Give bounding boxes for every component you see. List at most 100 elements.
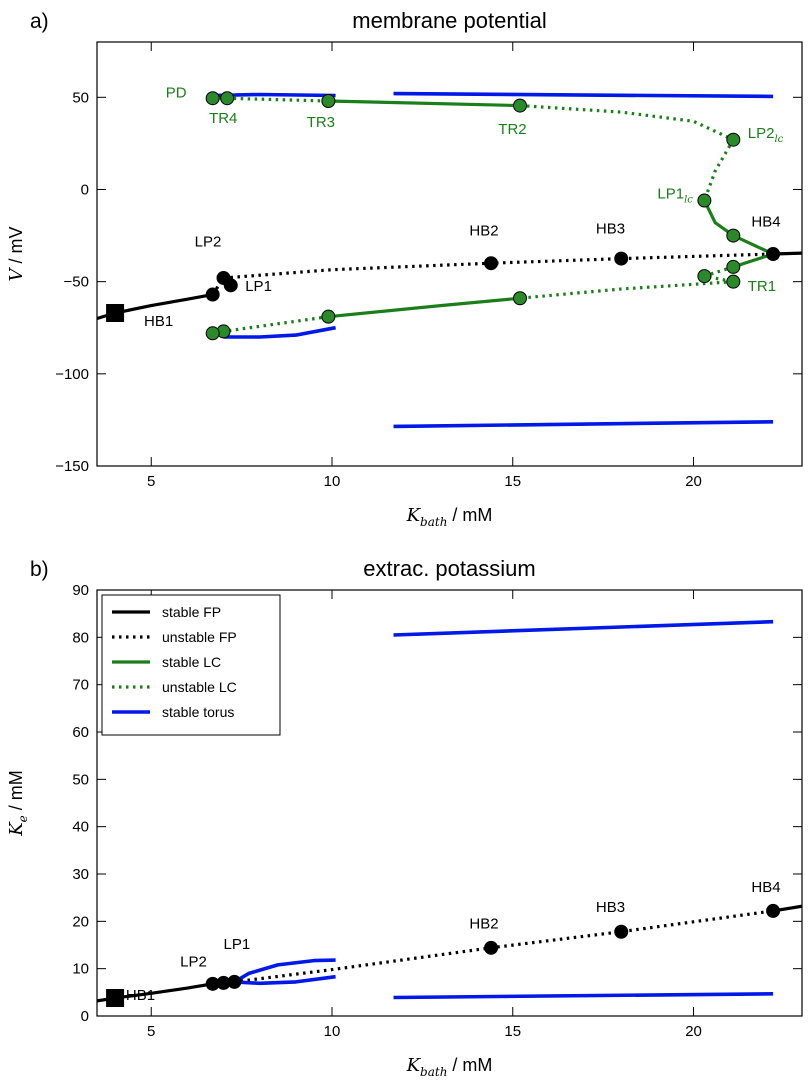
lc-bifurcation-point: [726, 259, 741, 274]
legend-entry-label: unstable FP: [162, 629, 237, 645]
lc-bifurcation-point: [321, 93, 336, 108]
annotation-text: HB4: [751, 879, 780, 896]
annotation-text: TR3: [307, 114, 335, 131]
lc-bifurcation-point: [513, 291, 527, 306]
legend: stable FP unstable FP stable LC unstable LC…: [101, 594, 281, 736]
x-axis-subscript: bath: [420, 515, 447, 529]
x-axis-unit: / mM: [447, 505, 492, 525]
annotation-subscript: lc: [684, 195, 693, 206]
annotation-label: TR3: [307, 114, 335, 131]
panel-extracellular-potassium: b) extrac. potassium 5 10 15 20 0 10 20 30 40 50 60 7…: [6, 556, 803, 1079]
y-axis-subscript: e: [16, 815, 30, 822]
lc-bifurcation-point: [726, 228, 741, 243]
lc-bifurcation-point: [220, 91, 235, 106]
legend-entry-label: unstable LC: [162, 679, 237, 695]
x-tick-label: 20: [685, 473, 702, 490]
annotation-label: LP1: [224, 936, 251, 953]
series-stable-torus: [393, 91, 774, 99]
annotation-label: TR2: [498, 121, 526, 138]
y-tick-label: 30: [72, 866, 89, 883]
series-stable-torus: [233, 958, 336, 984]
series-stable-torus: [223, 325, 336, 339]
x-tick-label: 10: [324, 1023, 341, 1040]
annotation-text: TR2: [498, 121, 526, 138]
x-tick-label: 10: [324, 473, 341, 490]
start-point-marker: [106, 303, 125, 322]
x-tick-label: 5: [147, 1023, 155, 1040]
series-stable-torus: [234, 974, 336, 986]
annotation-text: LP1: [224, 936, 251, 953]
annotation-text: HB2: [469, 223, 498, 240]
x-axis-label: Kbath / mM: [406, 505, 493, 529]
annotation-label: LP2: [195, 234, 222, 251]
y-tick-label: 90: [72, 582, 89, 599]
y-tick-label: 0: [81, 1008, 89, 1025]
annotation-text: LP1: [657, 186, 684, 203]
panel-label: a): [30, 10, 49, 33]
annotation-text: HB1: [126, 987, 155, 1004]
y-tick-label: 70: [72, 677, 89, 694]
annotation-text: LP2: [180, 953, 207, 970]
fp-bifurcation-point: [766, 903, 781, 918]
axes-frame: [96, 41, 803, 467]
y-tick-label: 40: [72, 819, 89, 836]
annotation-label: HB4: [751, 879, 780, 896]
lc-bifurcation-point: [726, 274, 741, 289]
annotation-text: HB4: [751, 213, 780, 230]
y-tick-label: 50: [72, 771, 89, 788]
annotation-label: LP2: [180, 953, 207, 970]
x-tick-label: 20: [685, 1023, 702, 1040]
y-tick-label: −50: [64, 274, 89, 291]
start-point-marker: [106, 989, 125, 1008]
annotation-text: TR1: [748, 278, 776, 295]
annotation-label: TR4: [209, 110, 237, 127]
annotation-text: HB3: [596, 899, 625, 916]
fp-bifurcation-point: [614, 251, 629, 266]
legend-entry-label: stable torus: [162, 704, 234, 720]
annotation-label: HB2: [469, 915, 498, 932]
panel-membrane-potential: a) membrane potential 5 10 15 20 −150 −100 −50 0 5…: [6, 8, 803, 529]
annotation-label: PD: [166, 84, 187, 101]
x-tick-label: 15: [504, 1023, 521, 1040]
y-tick-label: 20: [72, 913, 89, 930]
y-axis-unit: / mV: [6, 226, 26, 268]
fp-bifurcation-point: [766, 247, 781, 261]
annotation-label: HB4: [751, 213, 780, 230]
y-tick-label: −100: [55, 366, 89, 383]
y-axis-symbol: K: [6, 821, 27, 837]
annotation-label: HB2: [469, 223, 498, 240]
series-unstable-lc: [702, 138, 735, 202]
annotation-subscript: lc: [774, 134, 783, 145]
y-tick-label: 80: [72, 629, 89, 646]
y-tick-label: 50: [72, 89, 89, 106]
annotation-label: LP2lc: [748, 125, 784, 145]
y-tick-label: 60: [72, 724, 89, 741]
annotation-label: HB3: [596, 899, 625, 916]
series-unstable-lc: [519, 104, 734, 142]
y-tick-label: 0: [81, 181, 89, 198]
series-stable-torus: [393, 420, 774, 429]
lc-bifurcation-point: [321, 309, 336, 324]
lc-bifurcation-point: [513, 98, 527, 113]
series-stable-lc: [328, 296, 521, 319]
annotation-label: LP1lc: [657, 186, 693, 206]
annotation-label: HB1: [144, 313, 173, 330]
y-tick-label: −150: [55, 458, 89, 475]
series-unstable-lc: [519, 280, 734, 300]
fp-bifurcation-point: [484, 256, 499, 271]
annotation-text: LP1: [245, 278, 272, 295]
annotation-label: LP1: [245, 278, 272, 295]
legend-entry-label: stable LC: [162, 654, 221, 670]
x-axis-symbol: K: [406, 1055, 422, 1076]
lc-bifurcation-point: [205, 326, 220, 341]
annotation-text: HB1: [144, 313, 173, 330]
fp-bifurcation-point: [205, 287, 220, 302]
fp-bifurcation-point: [484, 940, 499, 955]
annotation-text: HB2: [469, 915, 498, 932]
x-tick-label: 15: [504, 473, 521, 490]
y-axis-symbol: V: [6, 267, 27, 282]
lc-bifurcation-point: [697, 193, 712, 208]
fp-bifurcation-point: [223, 278, 238, 293]
fp-bifurcation-point: [227, 974, 242, 989]
